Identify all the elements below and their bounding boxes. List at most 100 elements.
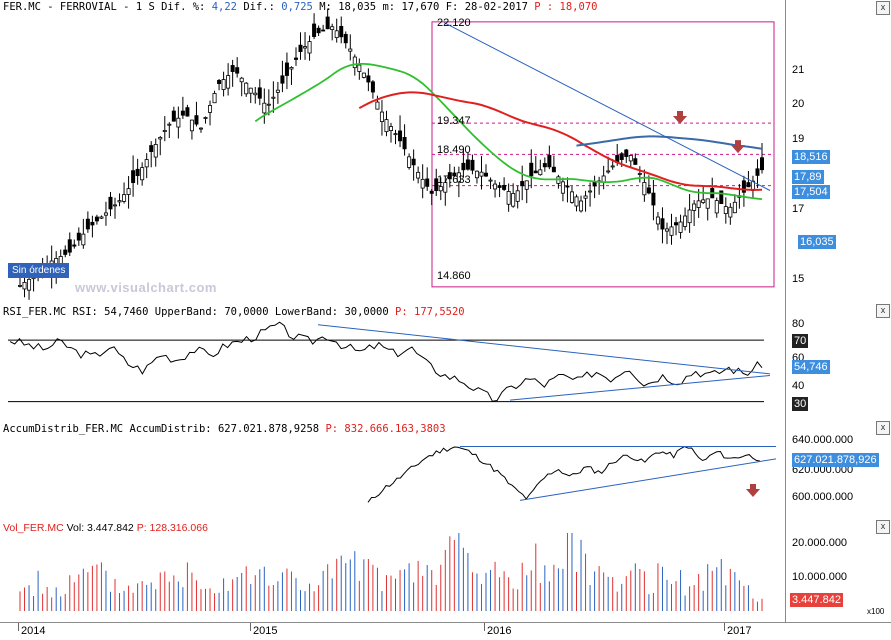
down-arrow-icon: [746, 484, 760, 497]
candle-down: [402, 137, 407, 150]
candle-up: [538, 169, 543, 176]
candle-up: [208, 105, 213, 113]
candle-up: [687, 209, 692, 224]
fib-level-bottom: 14.860: [437, 270, 471, 282]
time-axis: 2014 2015 2016 2017: [0, 622, 891, 640]
candle-down: [370, 81, 375, 93]
candle-down: [325, 16, 330, 30]
candle-up: [579, 200, 584, 212]
x100-label: x100: [867, 607, 885, 616]
candle-up: [628, 155, 633, 162]
vol-value: 3.447.842: [87, 522, 134, 534]
candle-up: [420, 178, 425, 189]
candle-down: [76, 232, 81, 241]
candle-down: [497, 185, 502, 188]
candle-up: [357, 64, 362, 72]
candle-up: [153, 144, 158, 158]
candle-down: [180, 110, 185, 116]
candle-down: [520, 181, 525, 187]
candle-down: [316, 27, 321, 34]
separator: -: [47, 1, 54, 13]
price-tick: 21: [792, 64, 805, 76]
fib-level-3: 17.633: [437, 174, 471, 186]
period-label: 1 S: [135, 1, 155, 13]
candle-down: [565, 185, 570, 188]
candle-up: [637, 173, 642, 175]
candle-down: [461, 162, 466, 171]
candle-down: [741, 180, 746, 193]
candle-up: [479, 171, 484, 177]
candle-up: [642, 182, 647, 196]
candle-down: [529, 162, 534, 177]
candle-down: [366, 75, 371, 83]
candle-down: [452, 172, 457, 177]
close-panel-button[interactable]: x: [876, 520, 890, 534]
candle-down: [298, 44, 303, 52]
candle-up: [714, 200, 719, 214]
rsi-chart-svg: [8, 321, 771, 403]
candle-up: [728, 206, 733, 218]
ad-chart-svg: [367, 445, 777, 503]
candle-up: [678, 221, 683, 233]
candle-up: [588, 190, 593, 193]
candle-down: [429, 190, 434, 194]
candle-up: [212, 93, 217, 104]
lower-label: LowerBand:: [274, 306, 339, 318]
candle-down: [257, 87, 262, 99]
close-panel-button[interactable]: x: [876, 304, 890, 318]
candle-up: [176, 117, 181, 128]
rsi-tick: 80: [792, 318, 805, 330]
candle-up: [203, 117, 208, 119]
candle-up: [99, 216, 104, 219]
min-value: 17,670: [401, 1, 440, 13]
rsi-value: 54,7460: [104, 306, 149, 318]
rsi-line: [9, 321, 763, 402]
rsi-trend-down: [317, 324, 771, 375]
candle-down: [533, 170, 538, 174]
volume-panel: Vol_FER.MC Vol: 3.447.842 P: 128.316.066…: [0, 519, 891, 622]
candle-down: [149, 145, 154, 152]
year-label: 2016: [487, 625, 512, 637]
price-tick: 17: [792, 203, 805, 215]
candle-up: [244, 82, 249, 95]
name-label: FERROVIAL: [59, 1, 117, 13]
ad-label: AccumDistrib:: [129, 423, 212, 435]
candle-up: [456, 172, 461, 183]
vol-name: Vol_FER.MC: [3, 522, 64, 534]
year-separator: [18, 623, 19, 631]
candle-down: [398, 130, 403, 142]
candle-up: [393, 133, 398, 136]
ad-tick: 640.000.000: [792, 434, 854, 446]
candle-up: [348, 48, 353, 52]
candle-down: [284, 62, 289, 76]
upper-value: 70,0000: [224, 306, 269, 318]
candle-up: [515, 190, 520, 202]
candle-down: [465, 159, 470, 170]
candle-down: [660, 218, 665, 230]
candle-up: [248, 87, 253, 94]
lower-value: 30,0000: [344, 306, 389, 318]
candle-down: [746, 182, 751, 188]
candle-up: [253, 92, 258, 96]
candle-down: [94, 216, 99, 222]
rsi-upper-tag: 70: [792, 334, 809, 348]
candle-up: [692, 203, 697, 211]
orders-button[interactable]: Sin órdenes: [8, 263, 70, 278]
candle-up: [560, 181, 565, 194]
ad-name: AccumDistrib_FER.MC: [3, 423, 124, 435]
p-label: P:: [395, 306, 408, 318]
volume-header: Vol_FER.MC Vol: 3.447.842 P: 128.316.066: [0, 521, 208, 535]
candle-up: [226, 75, 231, 89]
ma-green-line: [254, 63, 763, 200]
candle-down: [90, 221, 95, 226]
candle-up: [266, 103, 271, 106]
candle-down: [547, 154, 552, 168]
year-separator: [250, 623, 251, 631]
candle-down: [321, 29, 326, 32]
candle-down: [551, 166, 556, 173]
close-panel-button[interactable]: x: [876, 1, 890, 15]
rsi-trend-up: [509, 374, 771, 401]
candle-down: [719, 190, 724, 205]
close-panel-button[interactable]: x: [876, 421, 890, 435]
ad-support-line: [519, 458, 777, 501]
